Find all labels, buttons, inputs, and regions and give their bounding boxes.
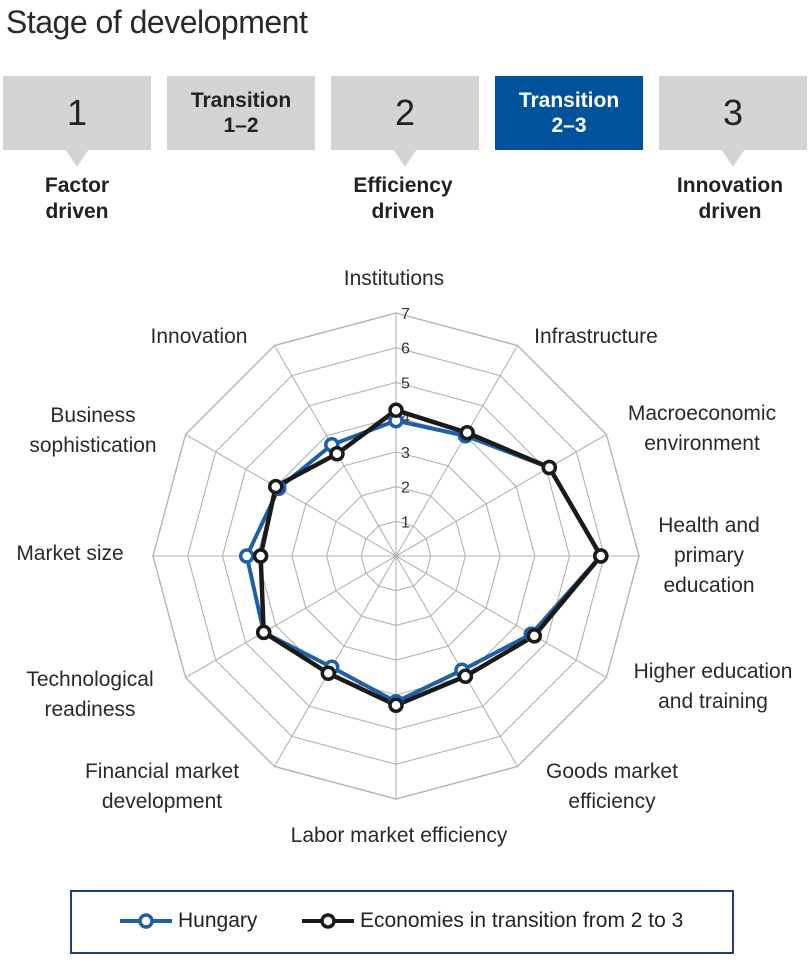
axis-label-5: Higher education and training <box>634 660 793 713</box>
stage-3-box: 3 <box>659 76 807 150</box>
stage-2-box: 2 <box>331 76 479 150</box>
axis-label-6: Goods market efficiency <box>546 760 678 813</box>
grid-spoke-2 <box>395 345 518 557</box>
stage-transition-2-3-label: Transition 2–3 <box>518 89 620 137</box>
efficiency-driven-caption: Efficiency driven <box>353 174 453 223</box>
point-transition-6 <box>457 668 474 685</box>
point-transition-2 <box>459 424 475 441</box>
axis-label-8: Financial market development <box>85 760 239 813</box>
axis-label-1: Institutions <box>344 267 444 290</box>
point-transition-11 <box>267 478 284 495</box>
page-title: Stage of development <box>6 4 308 40</box>
point-transition-12 <box>329 446 345 462</box>
axis-label-9: Technological readiness <box>26 668 153 721</box>
grid-spoke-3 <box>395 434 607 557</box>
tick-label-3: 3 <box>401 445 410 462</box>
point-hungary-10 <box>238 548 255 564</box>
axis-label-2: Infrastructure <box>534 325 658 348</box>
point-transition-4 <box>593 548 609 564</box>
axis-label-12: Innovation <box>151 325 248 348</box>
point-transition-1 <box>388 402 404 418</box>
point-transition-8 <box>320 665 337 681</box>
legend-label-hungary: Hungary <box>178 909 258 932</box>
axis-label-7: Labor market efficiency <box>291 824 508 847</box>
axis-label-3: Macroeconomic environment <box>628 402 776 455</box>
legend-item-transition: Economies in transition from 2 to 3 <box>302 909 683 933</box>
tick-label-4: 4 <box>401 410 410 427</box>
tick-label-5: 5 <box>401 375 410 392</box>
legend-swatch-transition <box>302 913 354 929</box>
legend-item-hungary: Hungary <box>120 909 257 933</box>
grid-spoke-5 <box>395 555 607 678</box>
innovation-driven-caption: Innovation driven <box>676 174 784 223</box>
tick-label-7: 7 <box>401 306 410 323</box>
axis-label-11: Business sophistication <box>29 404 156 457</box>
legend-label-transition: Economies in transition from 2 to 3 <box>360 909 684 932</box>
point-transition-3 <box>541 459 558 476</box>
legend: Hungary Economies in transition from 2 t… <box>70 890 734 954</box>
grid-spoke-11 <box>185 434 397 557</box>
axis-label-10: Market size <box>16 542 123 565</box>
stage-1-pointer <box>65 149 89 167</box>
stage-1-box: 1 <box>3 76 151 150</box>
stage-2-pointer <box>393 149 417 167</box>
point-transition-10 <box>252 548 269 564</box>
stage-3-label: 3 <box>722 92 744 133</box>
factor-driven-caption: Factor driven <box>44 174 110 223</box>
stage-transition-2-3-box: Transition 2–3 <box>495 76 643 150</box>
stage-2-label: 2 <box>394 92 416 133</box>
stage-1-label: 1 <box>66 92 88 133</box>
stage-3-pointer <box>721 149 745 167</box>
point-transition-9 <box>255 624 272 641</box>
radar-chart: 1 2 3 4 5 6 7 Institutions Infrastructure Macroec… <box>16 267 793 847</box>
point-transition-7 <box>388 697 404 714</box>
axis-label-4: Health and primary education <box>658 514 760 597</box>
legend-swatch-hungary <box>120 913 172 929</box>
stage-transition-1-2-label: Transition 1–2 <box>190 89 292 137</box>
grid-spoke-9 <box>185 555 397 678</box>
point-transition-5 <box>526 628 543 644</box>
grid-spoke-6 <box>395 555 518 767</box>
stage-transition-1-2-box: Transition 1–2 <box>167 76 315 150</box>
tick-label-1: 1 <box>401 514 410 531</box>
tick-label-6: 6 <box>401 341 410 358</box>
tick-label-2: 2 <box>401 480 410 497</box>
